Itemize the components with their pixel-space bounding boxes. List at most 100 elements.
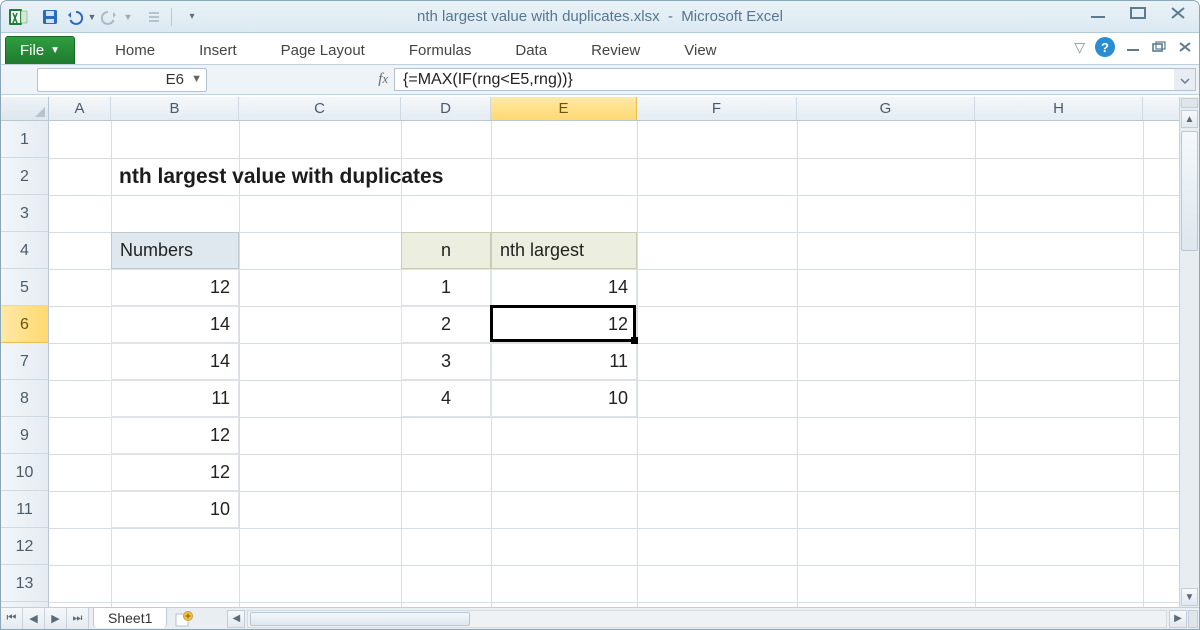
sheet-tab-bar: ⏮ ◀ ▶ ⏭ Sheet1 ◀ ▶ (1, 607, 1199, 629)
result-val-7[interactable]: 11 (491, 343, 637, 380)
row-header-6[interactable]: 6 (1, 306, 48, 343)
undo-dropdown-icon[interactable]: ▼ (87, 6, 97, 28)
row-header-3[interactable]: 3 (1, 195, 48, 232)
col-header-C[interactable]: C (239, 97, 401, 120)
tab-home[interactable]: Home (93, 36, 177, 64)
title-separator: - (664, 8, 682, 25)
col-header-D[interactable]: D (401, 97, 491, 120)
col-header-B[interactable]: B (111, 97, 239, 120)
scroll-left-button[interactable]: ◀ (227, 610, 245, 628)
undo-icon[interactable] (63, 6, 85, 28)
workbook-restore-icon[interactable] (1151, 41, 1167, 53)
new-sheet-button[interactable] (171, 608, 197, 629)
grid-main[interactable]: A B C D E F G H 1234567891011121314 nth … (1, 97, 1179, 607)
save-icon[interactable] (39, 6, 61, 28)
formula-input[interactable]: {=MAX(IF(rng<E5,rng))} (394, 68, 1174, 91)
tab-review-label: Review (591, 42, 640, 59)
title-cell[interactable]: nth largest value with duplicates (111, 158, 711, 195)
horizontal-scrollbar[interactable]: ◀ ▶ (227, 608, 1199, 629)
sheet-tab-active[interactable]: Sheet1 (93, 607, 167, 628)
row-header-2[interactable]: 2 (1, 158, 48, 195)
minimize-button[interactable] (1085, 3, 1111, 23)
row-header-11[interactable]: 11 (1, 491, 48, 528)
col-header-D-label: D (440, 100, 451, 117)
tab-formulas-label: Formulas (409, 42, 472, 59)
workbook-minimize-icon[interactable] (1125, 41, 1141, 53)
col-header-F[interactable]: F (637, 97, 797, 120)
numbers-cell-5[interactable]: 12 (111, 417, 239, 454)
row-header-1[interactable]: 1 (1, 121, 48, 158)
redo-dropdown-icon[interactable]: ▼ (123, 6, 133, 28)
col-header-A-label: A (74, 100, 84, 117)
numbers-header[interactable]: Numbers (111, 232, 239, 269)
ribbon-minimize-icon[interactable]: ▽ (1074, 39, 1085, 56)
row-header-5[interactable]: 5 (1, 269, 48, 306)
vsplit-box[interactable] (1181, 98, 1198, 108)
result-n-7[interactable]: 3 (401, 343, 491, 380)
fx-label[interactable]: fx (340, 65, 394, 94)
tab-insert[interactable]: Insert (177, 36, 259, 64)
result-val-6[interactable]: 12 (491, 306, 637, 343)
worksheet-area: A B C D E F G H 1234567891011121314 nth … (1, 97, 1199, 607)
vertical-scrollbar[interactable]: ▲ ▼ (1179, 97, 1199, 607)
file-tab[interactable]: File ▼ (5, 36, 75, 64)
row-header-10[interactable]: 10 (1, 454, 48, 491)
vscroll-track[interactable] (1181, 129, 1198, 587)
vscroll-thumb[interactable] (1181, 131, 1198, 251)
sheet-nav-prev[interactable]: ◀ (23, 608, 45, 629)
row-header-9[interactable]: 9 (1, 417, 48, 454)
name-box[interactable]: E6 ▼ (37, 68, 207, 92)
col-header-H[interactable]: H (975, 97, 1143, 120)
scroll-down-button[interactable]: ▼ (1181, 588, 1198, 606)
workbook-close-icon[interactable] (1177, 41, 1193, 53)
name-box-dropdown-icon[interactable]: ▼ (191, 73, 202, 85)
title-bar: ▼ ▼ ▾ nth largest value with duplicates.… (1, 1, 1199, 33)
sheet-nav-last[interactable]: ⏭ (67, 608, 89, 629)
hsplit-box[interactable] (1188, 610, 1198, 628)
col-header-E-label: E (558, 100, 568, 117)
row-header-13[interactable]: 13 (1, 565, 48, 602)
numbers-cell-6[interactable]: 12 (111, 454, 239, 491)
hscroll-track[interactable] (247, 610, 1167, 628)
tab-page-layout[interactable]: Page Layout (259, 36, 387, 64)
help-icon[interactable]: ? (1095, 37, 1115, 57)
qat-extra-icon[interactable] (143, 6, 165, 28)
select-all-button[interactable] (1, 97, 49, 120)
numbers-cell-2[interactable]: 14 (111, 306, 239, 343)
formula-expand-button[interactable] (1174, 68, 1196, 91)
qat-customize-icon[interactable]: ▾ (181, 6, 203, 28)
sheet-nav-next[interactable]: ▶ (45, 608, 67, 629)
column-headers: A B C D E F G H (1, 97, 1179, 121)
result-header-E[interactable]: nth largest (491, 232, 637, 269)
row-header-12[interactable]: 12 (1, 528, 48, 565)
tab-review[interactable]: Review (569, 36, 662, 64)
tab-data[interactable]: Data (493, 36, 569, 64)
result-n-8[interactable]: 4 (401, 380, 491, 417)
result-n-6[interactable]: 2 (401, 306, 491, 343)
numbers-cell-3[interactable]: 14 (111, 343, 239, 380)
col-header-G[interactable]: G (797, 97, 975, 120)
tab-formulas[interactable]: Formulas (387, 36, 494, 64)
row-header-8[interactable]: 8 (1, 380, 48, 417)
scroll-right-button[interactable]: ▶ (1169, 610, 1187, 628)
tab-view[interactable]: View (662, 36, 738, 64)
col-header-A[interactable]: A (49, 97, 111, 120)
close-button[interactable] (1165, 3, 1191, 23)
scroll-up-button[interactable]: ▲ (1181, 110, 1198, 128)
sheet-nav-first[interactable]: ⏮ (1, 608, 23, 629)
redo-icon[interactable] (99, 6, 121, 28)
row-header-7[interactable]: 7 (1, 343, 48, 380)
numbers-cell-7[interactable]: 10 (111, 491, 239, 528)
cells-area[interactable]: nth largest value with duplicates Numbers… (49, 121, 1179, 607)
result-header-D[interactable]: n (401, 232, 491, 269)
maximize-button[interactable] (1125, 3, 1151, 23)
numbers-cell-4[interactable]: 11 (111, 380, 239, 417)
numbers-cell-1[interactable]: 12 (111, 269, 239, 306)
row-header-4[interactable]: 4 (1, 232, 48, 269)
col-header-E[interactable]: E (491, 97, 637, 120)
hscroll-thumb[interactable] (250, 612, 470, 626)
result-n-5[interactable]: 1 (401, 269, 491, 306)
result-val-5[interactable]: 14 (491, 269, 637, 306)
result-val-8[interactable]: 10 (491, 380, 637, 417)
fx-icon: fx (378, 71, 388, 88)
